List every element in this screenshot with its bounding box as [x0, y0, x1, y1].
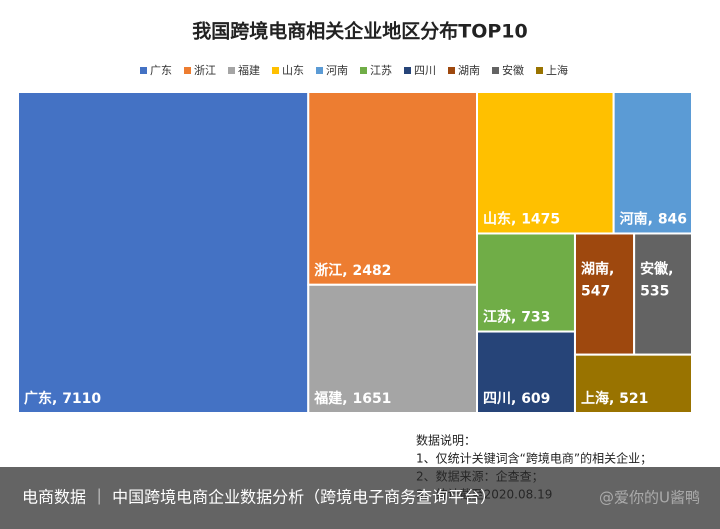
data-label: 安徽, 535: [640, 260, 673, 299]
legend-label: 浙江: [194, 64, 216, 77]
legend-swatch: [228, 67, 235, 74]
data-label: 湖南, 547: [581, 260, 614, 299]
chart-title: 我国跨境电商相关企业地区分布TOP10: [192, 20, 527, 43]
legend-swatch: [536, 67, 543, 74]
data-label: 河南, 846: [620, 210, 687, 227]
legend-label: 山东: [282, 64, 304, 77]
caption: 电商数据 ｜ 中国跨境电商企业数据分析（跨境电子商务查询平台）: [22, 488, 496, 507]
legend-swatch: [140, 67, 147, 74]
tile: [476, 91, 615, 235]
legend-swatch: [184, 67, 191, 74]
legend-swatch: [360, 67, 367, 74]
watermark: @爱你的U酱鸭: [599, 489, 700, 507]
legend-swatch: [448, 67, 455, 74]
tile: [573, 353, 694, 415]
legend-label: 湖南: [458, 64, 480, 77]
legend-label: 福建: [238, 63, 260, 77]
data-label: 广东, 7110: [24, 390, 101, 407]
data-label: 山东, 1475: [483, 210, 560, 227]
data-label: 四川, 609: [483, 391, 550, 407]
caption-band: [0, 467, 720, 529]
legend-label: 河南: [326, 64, 348, 77]
tile: [17, 91, 310, 414]
data-label: 江苏, 733: [483, 309, 550, 326]
legend-swatch: [404, 67, 411, 74]
legend-label: 上海: [546, 63, 568, 77]
legend-label: 江苏: [370, 64, 392, 77]
legend-label: 四川: [414, 64, 436, 77]
legend-label: 广东: [150, 64, 172, 77]
data-label: 上海, 521: [581, 390, 648, 407]
legend-label: 安徽: [502, 63, 524, 77]
note: 数据说明：: [416, 433, 476, 448]
legend-swatch: [272, 67, 279, 74]
data-label: 浙江, 2482: [314, 262, 391, 279]
legend-swatch: [492, 67, 499, 74]
legend-swatch: [316, 67, 323, 74]
data-label: 福建, 1651: [313, 390, 391, 407]
tile: [476, 330, 576, 414]
tile: [612, 91, 693, 235]
tile: [307, 283, 479, 414]
tile: [307, 91, 479, 286]
note: 1、仅统计关键词含“跨境电商”的相关企业；: [416, 451, 652, 466]
